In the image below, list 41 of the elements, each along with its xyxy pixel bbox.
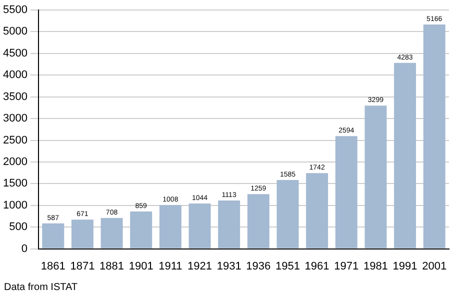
bar bbox=[159, 205, 182, 248]
bar bbox=[100, 218, 123, 248]
y-tick-label: 2500 bbox=[2, 134, 28, 146]
y-tick-label: 1500 bbox=[2, 178, 28, 190]
y-tick-label: 500 bbox=[9, 221, 28, 234]
y-tick-label: 0 bbox=[21, 242, 28, 255]
x-tick-label: 1911 bbox=[158, 260, 182, 272]
y-tick-label: 2000 bbox=[2, 156, 28, 168]
bar bbox=[218, 200, 240, 248]
bar bbox=[394, 62, 416, 248]
y-tick-label: 5000 bbox=[2, 26, 28, 38]
y-tick-label: 3500 bbox=[2, 90, 28, 103]
bar bbox=[247, 194, 270, 248]
bar bbox=[335, 136, 358, 248]
y-tick-label: 4500 bbox=[2, 47, 28, 60]
x-tick-label: 1981 bbox=[363, 260, 388, 272]
y-tick-label: 3000 bbox=[2, 112, 28, 125]
x-tick-label: 2001 bbox=[422, 260, 447, 272]
y-tick-label: 4000 bbox=[2, 69, 28, 82]
x-tick-label: 1901 bbox=[128, 260, 154, 272]
x-tick-label: 1936 bbox=[246, 260, 271, 272]
y-tick-label: 1000 bbox=[2, 199, 28, 212]
bar bbox=[423, 24, 446, 248]
bar bbox=[42, 223, 64, 248]
bar bbox=[188, 203, 211, 248]
bar bbox=[364, 106, 387, 248]
bar bbox=[71, 220, 94, 248]
x-tick-label: 1971 bbox=[334, 260, 359, 272]
x-tick-label: 1871 bbox=[70, 260, 95, 272]
text: Data from ISTAT bbox=[3, 282, 79, 293]
bar bbox=[276, 180, 299, 248]
y-tick-label: 5500 bbox=[2, 4, 28, 16]
x-tick-label: 1951 bbox=[275, 260, 300, 272]
x-tick-label: 1991 bbox=[392, 260, 418, 272]
bar bbox=[306, 173, 328, 248]
x-tick-label: 1881 bbox=[100, 260, 124, 272]
bar bbox=[130, 212, 152, 248]
x-tick-label: 1861 bbox=[40, 260, 66, 272]
x-tick-label: 1921 bbox=[188, 260, 212, 272]
x-tick-label: 1961 bbox=[304, 260, 330, 272]
x-tick-label: 1931 bbox=[216, 260, 242, 272]
